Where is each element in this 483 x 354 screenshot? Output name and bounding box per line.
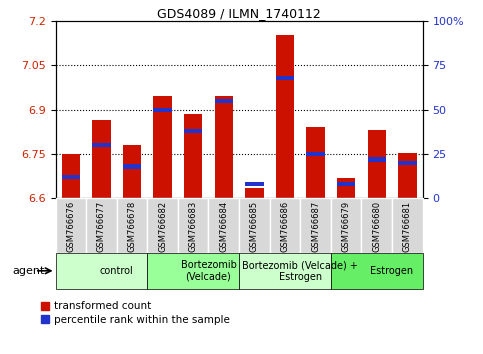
Bar [300, 198, 331, 253]
Bar [398, 153, 416, 198]
Text: GSM766679: GSM766679 [341, 201, 351, 252]
Bar [245, 182, 264, 186]
Text: control: control [100, 266, 134, 276]
Bar [62, 154, 80, 198]
Bar [147, 198, 178, 253]
Bar [276, 76, 294, 80]
Bar [184, 114, 202, 198]
Text: GSM766677: GSM766677 [97, 201, 106, 252]
Text: GSM766687: GSM766687 [311, 201, 320, 252]
Text: Bortezomib
(Velcade): Bortezomib (Velcade) [181, 260, 237, 282]
Bar [154, 108, 172, 112]
Bar [92, 120, 111, 198]
Bar [276, 35, 294, 198]
Text: agent: agent [12, 266, 44, 276]
Bar [209, 198, 239, 253]
Bar [306, 127, 325, 198]
Text: GSM766678: GSM766678 [128, 201, 137, 252]
Text: GSM766683: GSM766683 [189, 201, 198, 252]
Bar [56, 198, 86, 253]
Bar [214, 97, 233, 198]
Legend: transformed count, percentile rank within the sample: transformed count, percentile rank withi… [37, 297, 234, 329]
Bar [270, 198, 300, 253]
Bar [239, 253, 331, 289]
Bar [92, 143, 111, 147]
Bar [337, 182, 355, 186]
Bar [331, 253, 423, 289]
Bar [56, 253, 147, 289]
Text: GSM766680: GSM766680 [372, 201, 381, 252]
Text: GSM766676: GSM766676 [66, 201, 75, 252]
Bar [117, 198, 147, 253]
Bar [398, 161, 416, 165]
Bar [392, 198, 423, 253]
Bar [123, 145, 141, 198]
Text: GSM766684: GSM766684 [219, 201, 228, 252]
Title: GDS4089 / ILMN_1740112: GDS4089 / ILMN_1740112 [157, 7, 321, 20]
Bar [178, 198, 209, 253]
Bar [62, 175, 80, 179]
Text: GSM766685: GSM766685 [250, 201, 259, 252]
Bar [368, 157, 386, 161]
Bar [184, 129, 202, 133]
Bar [368, 130, 386, 198]
Text: GSM766686: GSM766686 [281, 201, 289, 252]
Bar [86, 198, 117, 253]
Bar [154, 97, 172, 198]
Bar [245, 188, 264, 198]
Bar [239, 198, 270, 253]
Bar [214, 99, 233, 103]
Bar [147, 253, 239, 289]
Text: Estrogen: Estrogen [370, 266, 413, 276]
Text: GSM766681: GSM766681 [403, 201, 412, 252]
Bar [123, 164, 141, 169]
Bar [306, 152, 325, 156]
Bar [361, 198, 392, 253]
Text: Bortezomib (Velcade) +
Estrogen: Bortezomib (Velcade) + Estrogen [242, 260, 358, 282]
Text: GSM766682: GSM766682 [158, 201, 167, 252]
Bar [331, 198, 361, 253]
Bar [337, 178, 355, 198]
